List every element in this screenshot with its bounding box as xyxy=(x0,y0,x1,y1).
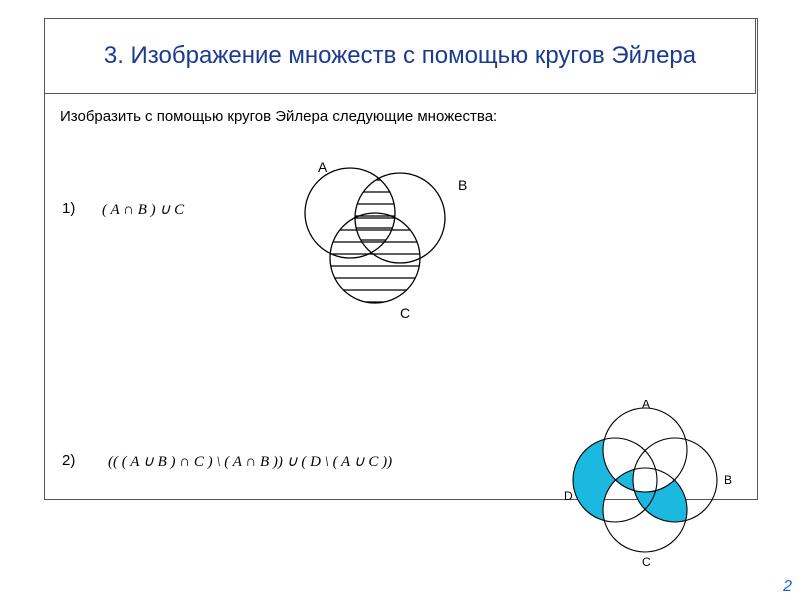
formula-1: ( A ∩ B ) ∪ C xyxy=(102,200,184,219)
venn4-diagram: A B C D xyxy=(560,400,750,580)
venn4-label-c: C xyxy=(642,555,651,569)
venn3-label-a: A xyxy=(318,159,328,175)
venn3-label-b: B xyxy=(458,177,467,193)
page-number: 2 xyxy=(783,578,792,596)
venn4-label-b: B xyxy=(724,473,732,487)
subtitle: Изобразить с помощью кругов Эйлера следу… xyxy=(60,108,497,125)
item-number-2: 2) xyxy=(62,452,75,469)
title-box: 3. Изображение множеств с помощью кругов… xyxy=(44,18,756,94)
item-number-1: 1) xyxy=(62,200,75,217)
page: 3. Изображение множеств с помощью кругов… xyxy=(0,0,800,600)
page-title: 3. Изображение множеств с помощью кругов… xyxy=(104,42,696,71)
formula-2: (( ( A ∪ B ) ∩ C ) \ ( A ∩ B )) ∪ ( D \ … xyxy=(108,452,392,471)
venn3-label-c: C xyxy=(400,305,410,321)
venn4-label-d: D xyxy=(564,489,573,503)
venn4-label-a: A xyxy=(642,400,650,411)
venn3-diagram: A B C xyxy=(280,158,500,338)
